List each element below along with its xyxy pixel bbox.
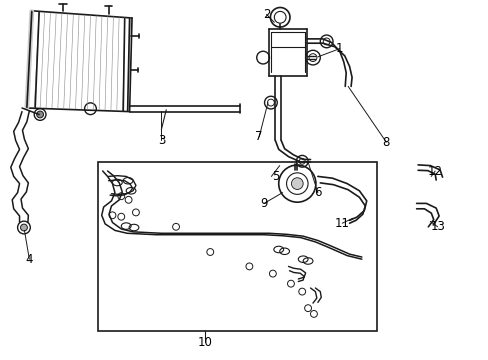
- Text: 8: 8: [382, 136, 389, 149]
- Text: 13: 13: [429, 220, 444, 233]
- Text: 10: 10: [198, 336, 212, 348]
- Circle shape: [20, 224, 27, 231]
- Circle shape: [37, 111, 43, 118]
- Bar: [98, 162, 376, 331]
- Text: 4: 4: [25, 253, 33, 266]
- Text: 12: 12: [427, 165, 442, 177]
- Circle shape: [291, 178, 303, 189]
- Text: 5: 5: [272, 170, 280, 183]
- Text: 3: 3: [157, 134, 165, 147]
- Text: 2: 2: [262, 8, 270, 21]
- Text: 1: 1: [335, 42, 343, 55]
- Text: 7: 7: [255, 130, 263, 143]
- Text: 9: 9: [260, 197, 267, 210]
- Text: 11: 11: [334, 217, 349, 230]
- Text: 6: 6: [313, 186, 321, 199]
